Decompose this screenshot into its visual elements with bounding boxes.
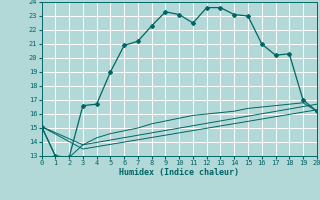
X-axis label: Humidex (Indice chaleur): Humidex (Indice chaleur)	[119, 168, 239, 177]
